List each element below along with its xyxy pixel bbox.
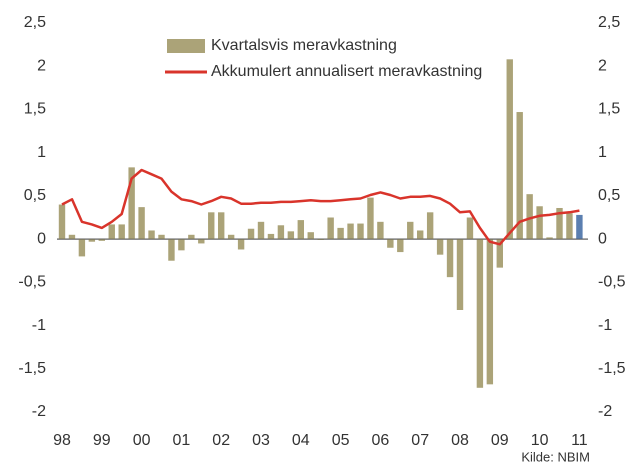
y-tick-label: -2 xyxy=(32,403,46,420)
bar xyxy=(128,167,135,240)
bar xyxy=(108,224,115,240)
x-tick-label: 98 xyxy=(53,432,71,449)
bar xyxy=(516,112,523,240)
y2-tick-label: 1 xyxy=(598,144,607,161)
bar xyxy=(566,213,573,240)
bar xyxy=(436,239,444,255)
bar xyxy=(78,239,86,257)
bar xyxy=(218,212,225,240)
y-tick-label: 2,5 xyxy=(24,14,46,31)
y-tick-label: -0,5 xyxy=(18,274,46,291)
bar xyxy=(208,212,215,240)
y-tick-label: 2 xyxy=(37,57,46,74)
bar xyxy=(526,194,533,240)
x-tick-label: 09 xyxy=(491,432,509,449)
x-tick-label: 10 xyxy=(531,432,549,449)
bar xyxy=(496,239,503,268)
bar xyxy=(98,239,105,241)
bar xyxy=(68,234,76,240)
y2-tick-label: 2,5 xyxy=(598,14,620,31)
y2-tick-label: -1 xyxy=(598,317,612,334)
bar xyxy=(257,221,265,240)
bar xyxy=(297,220,304,240)
legend-label: Akkumulert annualisert meravkastning xyxy=(211,63,482,80)
bar xyxy=(476,239,484,388)
x-tick-label: 01 xyxy=(173,432,191,449)
y-tick-label: 0,5 xyxy=(24,187,46,204)
bar xyxy=(148,230,155,240)
y2-tick-label: 0 xyxy=(598,230,607,247)
bar xyxy=(307,232,314,240)
bar xyxy=(486,239,494,385)
y2-tick-label: 0,5 xyxy=(598,187,620,204)
y2-tick-label: 2 xyxy=(598,57,607,74)
bar xyxy=(327,217,334,240)
bar xyxy=(138,207,145,240)
bar xyxy=(506,59,513,240)
x-tick-label: 00 xyxy=(133,432,151,449)
bar xyxy=(466,217,474,240)
bar xyxy=(287,231,295,240)
bar xyxy=(417,230,424,240)
bar xyxy=(397,239,404,253)
bar xyxy=(536,206,543,240)
y-tick-label: 1,5 xyxy=(24,101,46,118)
x-tick-label: 04 xyxy=(292,432,310,449)
x-tick-label: 02 xyxy=(212,432,230,449)
x-tick-label: 11 xyxy=(571,432,588,449)
y-tick-label: 0 xyxy=(37,230,46,247)
legend-swatch xyxy=(167,39,205,53)
bar xyxy=(317,239,324,240)
bar xyxy=(377,221,384,240)
bar xyxy=(407,221,414,240)
bar xyxy=(198,239,205,244)
source: Kilde: NBIM xyxy=(521,449,590,464)
x-tick-label: 06 xyxy=(372,432,390,449)
y2-tick-label: -2 xyxy=(598,403,612,420)
y-tick-label: 1 xyxy=(37,144,46,161)
bar xyxy=(178,239,185,251)
bar xyxy=(357,223,364,240)
bar xyxy=(168,239,175,261)
x-tick-label: 05 xyxy=(332,432,350,449)
y2-tick-label: -1,5 xyxy=(598,360,626,377)
bar xyxy=(227,234,235,240)
legend-label: Kvartalsvis meravkastning xyxy=(211,37,397,54)
bar xyxy=(118,224,125,240)
bar xyxy=(387,239,394,248)
bar xyxy=(58,204,66,240)
bar xyxy=(426,212,434,240)
y-tick-label: -1,5 xyxy=(18,360,46,377)
bar xyxy=(267,233,275,240)
x-tick-label: 08 xyxy=(451,432,469,449)
bar xyxy=(347,223,354,240)
bar xyxy=(277,225,285,240)
bar xyxy=(237,239,245,250)
bar xyxy=(446,239,454,278)
bar xyxy=(337,227,344,240)
bar xyxy=(367,197,374,240)
bar xyxy=(88,239,96,242)
x-tick-label: 03 xyxy=(252,432,270,449)
bar xyxy=(556,207,563,240)
bar xyxy=(247,228,255,240)
y-tick-label: -1 xyxy=(32,317,46,334)
y2-tick-label: -0,5 xyxy=(598,274,626,291)
bar xyxy=(546,237,553,240)
bar xyxy=(456,239,464,310)
x-tick-label: 99 xyxy=(93,432,111,449)
line xyxy=(61,168,580,246)
bar xyxy=(188,234,195,240)
x-tick-label: 07 xyxy=(411,432,429,449)
bar xyxy=(576,214,583,240)
y2-tick-label: 1,5 xyxy=(598,101,620,118)
bar xyxy=(158,234,165,240)
